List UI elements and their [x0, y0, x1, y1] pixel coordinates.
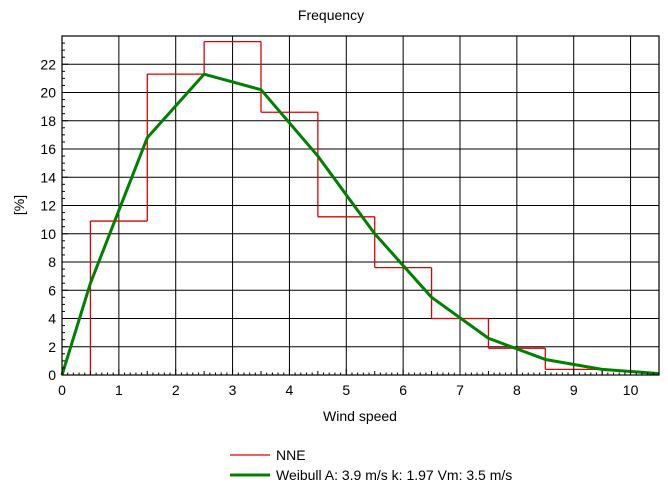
y-tick-label: 20 — [40, 85, 56, 101]
y-tick-label: 16 — [40, 141, 56, 157]
grid — [61, 36, 659, 376]
weibull-line — [60, 72, 660, 376]
y-tick-label: 18 — [40, 113, 56, 129]
y-tick-label: 6 — [48, 282, 56, 298]
y-tick-label: 12 — [40, 198, 56, 214]
x-tick-label: 3 — [229, 382, 237, 398]
x-tick-label: 2 — [172, 382, 180, 398]
y-axis: 0 2 4 6 8 10 12 14 16 18 20 22 — [40, 35, 68, 383]
x-tick-label: 8 — [513, 382, 521, 398]
y-tick-label: 14 — [40, 169, 56, 185]
legend-label: NNE — [276, 447, 306, 463]
x-tick-label: 10 — [623, 382, 639, 398]
y-axis-label: [%] — [11, 195, 27, 215]
y-tick-label: 22 — [40, 56, 56, 72]
y-tick-label: 10 — [40, 226, 56, 242]
y-tick-label: 0 — [48, 367, 56, 383]
y-tick-label: 8 — [48, 254, 56, 270]
x-tick-label: 7 — [456, 382, 464, 398]
y-tick-label: 4 — [48, 311, 56, 327]
x-axis-label: Wind speed — [323, 408, 397, 424]
x-tick-label: 9 — [570, 382, 578, 398]
x-tick-label: 6 — [399, 382, 407, 398]
y-tick-label: 2 — [48, 339, 56, 355]
legend-label: Weibull A: 3.9 m/s k: 1.97 Vm: 3.5 m/s — [276, 467, 512, 483]
x-tick-label: 0 — [58, 382, 66, 398]
x-tick-label: 5 — [342, 382, 350, 398]
x-axis: 0 1 2 3 4 5 6 7 8 9 10 — [58, 369, 660, 398]
series-nne — [89, 41, 603, 375]
legend: NNE Weibull A: 3.9 m/s k: 1.97 Vm: 3.5 m/… — [230, 447, 512, 483]
series-weibull — [60, 72, 660, 376]
x-tick-label: 4 — [286, 382, 294, 398]
chart-title: Frequency — [298, 7, 364, 23]
x-tick-label: 1 — [115, 382, 123, 398]
